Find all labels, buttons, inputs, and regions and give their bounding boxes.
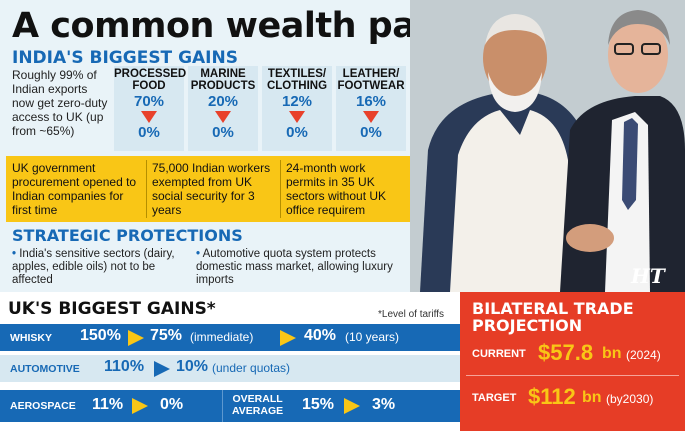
row-aerospace-overall: AEROSPACE 11% 0% OVERALL AVERAGE 15% 3% [0,390,460,422]
page-title: A common wealth pact [12,6,452,46]
sector-tariff-to: 0% [286,124,308,141]
tariff-final: 40% [304,327,337,344]
tariff-immediate: 75% [150,327,183,344]
divider [466,375,679,376]
tariff-current: 15% [302,396,335,413]
sector-marine-products: MARINE PRODUCTS 20% 0% [188,66,258,151]
target-label: TARGET [472,392,517,404]
row-label: WHISKY [10,332,52,344]
sector-name: PROCESSED FOOD [114,68,187,92]
row-whisky: WHISKY 150% 75% (immediate) 40% (10 year… [0,324,460,351]
strategic-heading: STRATEGIC PROTECTIONS [12,226,243,245]
target-unit: bn [582,389,602,406]
sector-leather-footwear: LEATHER/ FOOTWEAR 16% 0% [336,66,406,151]
bilateral-heading-line2: PROJECTION [472,316,583,335]
bullet-text: Automotive quota system protects domesti… [196,248,393,286]
highlights-band: UK government procurement opened to Indi… [6,156,410,222]
sector-processed-food: PROCESSED FOOD 70% 0% [114,66,187,151]
sector-tariff-from: 12% [281,93,313,110]
down-arrow-icon [215,111,231,123]
bilateral-heading-line1: BILATERAL TRADE [472,299,634,318]
sector-tariff-to: 0% [138,124,160,141]
right-arrow-icon [132,398,148,414]
bullet-icon: • [196,248,201,260]
tariff-current: 110% [104,358,145,375]
tariff-note: (10 years) [345,330,400,344]
row-label-aerospace: AEROSPACE [10,400,76,412]
bilateral-target: TARGET $112 bn (by2030) [472,384,672,414]
row-automotive: AUTOMOTIVE 110% 10% (under quotas) [0,355,460,382]
bullet-icon: • [12,248,17,260]
ht-logo: HT [631,264,665,288]
divider [280,160,281,218]
tariff-footnote: *Level of tariffs [378,309,444,320]
india-gains-heading: INDIA'S BIGGEST GAINS [12,48,238,68]
target-year: (by2030) [606,392,654,406]
sector-tariff-to: 0% [360,124,382,141]
right-arrow-icon [154,361,170,377]
current-amount: $57.8 [538,340,594,365]
tariff-final: 0% [160,396,184,413]
target-amount: $112 [528,384,576,409]
leaders-photo-illustration [410,0,685,292]
right-arrow-icon [344,398,360,414]
tariff-final: 10% [176,358,209,375]
sector-tariff-from: 16% [355,93,387,110]
tariff-note: (immediate) [190,330,254,344]
sector-name: LEATHER/ FOOTWEAR [337,68,405,92]
tariff-current: 11% [92,396,124,413]
right-arrow-icon [128,330,144,346]
uk-gains-heading: UK'S BIGGEST GAINS* [8,299,216,319]
leaders-photo [410,0,685,292]
india-intro-text: Roughly 99% of Indian exports now get ze… [12,68,108,138]
highlight-work-permits: 24-month work permits in 35 UK sectors w… [286,161,387,217]
row-label-overall: OVERALL AVERAGE [232,393,283,417]
overall-label-line2: AVERAGE [232,405,284,417]
sector-tariff-from: 20% [207,93,239,110]
overall-label-line1: OVERALL [232,393,283,405]
bilateral-heading: BILATERAL TRADE PROJECTION [472,300,634,334]
down-arrow-icon [289,111,305,123]
tariff-current: 150% [80,327,121,344]
current-year: (2024) [626,348,661,362]
strategic-bullet-sensitive-sectors: • India's sensitive sectors (dairy, appl… [12,248,192,287]
current-unit: bn [602,345,622,362]
bilateral-current: CURRENT $57.8 bn (2024) [472,340,672,370]
tariff-note: (under quotas) [212,361,291,375]
tariff-final: 3% [372,396,396,413]
divider [222,390,223,422]
sector-name: TEXTILES/ CLOTHING [266,68,328,92]
bullet-text: India's sensitive sectors (dairy, apples… [12,248,175,286]
divider [146,160,147,218]
sector-name: MARINE PRODUCTS [190,68,256,92]
down-arrow-icon [141,111,157,123]
right-arrow-icon [280,330,296,346]
row-label: AUTOMOTIVE [10,363,80,375]
sector-tariff-to: 0% [212,124,234,141]
sector-textiles-clothing: TEXTILES/ CLOTHING 12% 0% [262,66,332,151]
strategic-bullet-automotive-quota: • Automotive quota system protects domes… [196,248,406,287]
highlight-social-security: 75,000 Indian workers exempted from UK s… [152,161,271,217]
sector-tariff-from: 70% [133,93,165,110]
down-arrow-icon [363,111,379,123]
current-label: CURRENT [472,348,526,360]
bilateral-trade-panel [460,292,685,431]
highlight-procurement: UK government procurement opened to Indi… [12,161,137,217]
